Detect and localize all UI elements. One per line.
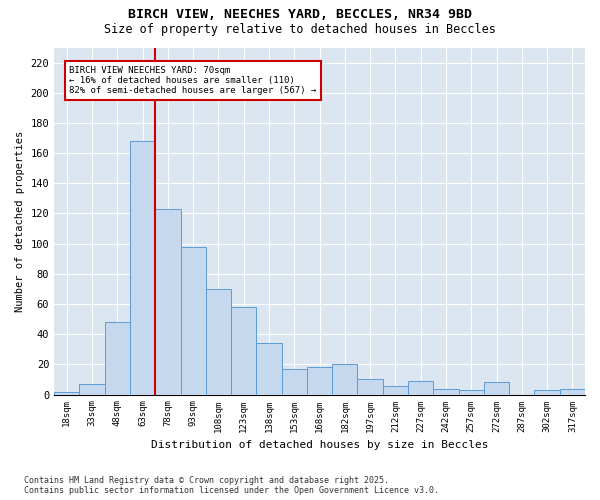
Bar [307, 368, 332, 394]
Bar [458, 390, 484, 394]
Bar [535, 390, 560, 394]
Text: BIRCH VIEW, NEECHES YARD, BECCLES, NR34 9BD: BIRCH VIEW, NEECHES YARD, BECCLES, NR34 … [128, 8, 472, 20]
Bar [206, 289, 231, 395]
Bar [231, 307, 256, 394]
Y-axis label: Number of detached properties: Number of detached properties [15, 130, 25, 312]
Bar [560, 388, 585, 394]
Bar [332, 364, 358, 394]
Bar [105, 322, 130, 394]
Bar [281, 369, 307, 394]
Bar [358, 380, 383, 394]
Bar [130, 141, 155, 395]
X-axis label: Distribution of detached houses by size in Beccles: Distribution of detached houses by size … [151, 440, 488, 450]
Text: Size of property relative to detached houses in Beccles: Size of property relative to detached ho… [104, 22, 496, 36]
Bar [256, 344, 281, 394]
Text: BIRCH VIEW NEECHES YARD: 70sqm
← 16% of detached houses are smaller (110)
82% of: BIRCH VIEW NEECHES YARD: 70sqm ← 16% of … [70, 66, 317, 96]
Bar [433, 388, 458, 394]
Bar [484, 382, 509, 394]
Bar [408, 381, 433, 394]
Bar [54, 392, 79, 394]
Bar [155, 209, 181, 394]
Bar [383, 386, 408, 394]
Bar [181, 246, 206, 394]
Bar [79, 384, 105, 394]
Text: Contains HM Land Registry data © Crown copyright and database right 2025.
Contai: Contains HM Land Registry data © Crown c… [24, 476, 439, 495]
